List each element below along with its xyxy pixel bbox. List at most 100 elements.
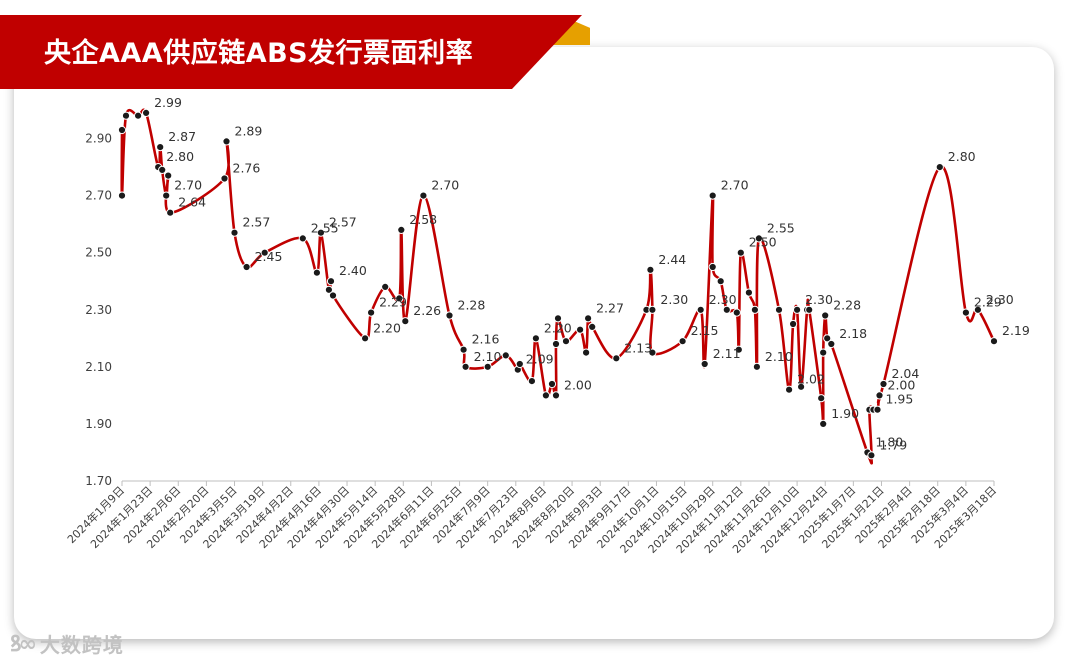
data-label: 1.95 (886, 392, 914, 407)
data-point (501, 351, 510, 360)
y-tick-label: 1.70 (85, 474, 112, 488)
data-point (648, 348, 657, 357)
data-label: 2.20 (373, 320, 401, 335)
data-point (716, 277, 725, 286)
data-label: 2.57 (329, 215, 357, 230)
data-point (547, 379, 557, 389)
data-label: 1.80 (875, 435, 903, 450)
banner-red (0, 15, 582, 89)
data-point (935, 163, 944, 172)
data-label: 2.50 (749, 235, 777, 250)
y-tick-label: 2.30 (85, 303, 112, 317)
data-label: 1.90 (831, 406, 859, 421)
data-point (646, 265, 655, 274)
data-point (324, 285, 333, 294)
data-label: 2.13 (624, 340, 652, 355)
data-label: 2.30 (805, 292, 833, 307)
data-point (774, 305, 784, 314)
data-label: 2.99 (154, 95, 182, 110)
data-point (445, 311, 454, 320)
data-point (164, 171, 173, 180)
data-label: 2.02 (797, 372, 825, 387)
data-label: 2.70 (721, 178, 749, 193)
data-label: 2.30 (660, 292, 688, 307)
data-point (230, 228, 239, 237)
data-point (367, 308, 376, 317)
data-label: 2.55 (767, 220, 795, 235)
data-point (752, 362, 762, 371)
data-label: 2.00 (564, 377, 592, 392)
data-label: 2.29 (379, 295, 407, 310)
data-label: 2.40 (339, 263, 367, 278)
data-label: 2.89 (235, 123, 263, 138)
data-point (222, 137, 231, 146)
brand-name: 大数跨境 (39, 632, 124, 657)
data-label: 2.04 (892, 366, 920, 381)
data-point (734, 345, 743, 354)
data-point (220, 174, 229, 183)
data-point (797, 382, 806, 391)
data-point (312, 268, 321, 277)
data-point (162, 191, 171, 200)
data-label: 2.58 (409, 212, 437, 227)
data-point (401, 317, 410, 326)
data-label: 2.10 (474, 349, 502, 364)
data-point (708, 262, 717, 272)
data-point (612, 354, 621, 363)
data-label: 2.18 (839, 326, 867, 341)
data-point (961, 308, 971, 317)
data-point (821, 311, 830, 320)
data-label: 2.15 (691, 323, 719, 338)
data-point (117, 191, 127, 200)
data-point (732, 308, 741, 317)
data-point (582, 348, 591, 357)
page-title: 央企AAA供应链ABS发行票面利率 (44, 38, 474, 69)
data-label: 2.70 (174, 178, 202, 193)
data-point (744, 288, 754, 297)
data-point (584, 314, 593, 323)
data-label: 2.70 (431, 178, 459, 193)
data-point (381, 282, 390, 291)
data-point (298, 234, 307, 243)
data-point (805, 305, 814, 314)
data-point (588, 322, 597, 331)
data-point (789, 319, 798, 329)
data-point (551, 339, 561, 349)
data-point (527, 377, 537, 386)
data-point (722, 305, 731, 314)
data-point (121, 111, 131, 120)
y-tick-label: 2.10 (85, 360, 112, 374)
data-label: 2.28 (833, 298, 861, 313)
data-point (819, 419, 828, 428)
data-point (879, 379, 888, 389)
data-point (515, 359, 524, 369)
data-point (823, 334, 832, 343)
brand-logo-icon: ꝸ∞ (10, 632, 37, 657)
data-point (973, 305, 983, 314)
data-label: 2.76 (233, 161, 261, 176)
data-point (242, 262, 251, 272)
y-tick-label: 2.90 (85, 132, 112, 146)
data-point (156, 143, 165, 152)
data-point (736, 248, 745, 257)
data-point (750, 305, 760, 314)
data-point (483, 362, 492, 371)
data-label: 2.44 (658, 252, 686, 267)
data-label: 2.09 (526, 352, 554, 367)
data-label: 2.10 (765, 349, 793, 364)
data-point (754, 234, 764, 243)
data-point (328, 291, 338, 300)
y-tick-label: 2.50 (85, 246, 112, 260)
data-label: 2.16 (472, 332, 500, 347)
data-point (134, 111, 143, 120)
data-point (166, 208, 175, 217)
data-label: 2.45 (255, 249, 283, 264)
data-point (395, 294, 404, 303)
data-label: 2.80 (166, 149, 194, 164)
watermark-logo: ꝸ∞ 大数跨境 (10, 628, 124, 658)
data-point (531, 334, 541, 343)
data-point (708, 191, 717, 200)
data-label: 2.64 (178, 195, 206, 210)
data-point (700, 359, 709, 369)
data-label: 2.27 (596, 300, 624, 315)
